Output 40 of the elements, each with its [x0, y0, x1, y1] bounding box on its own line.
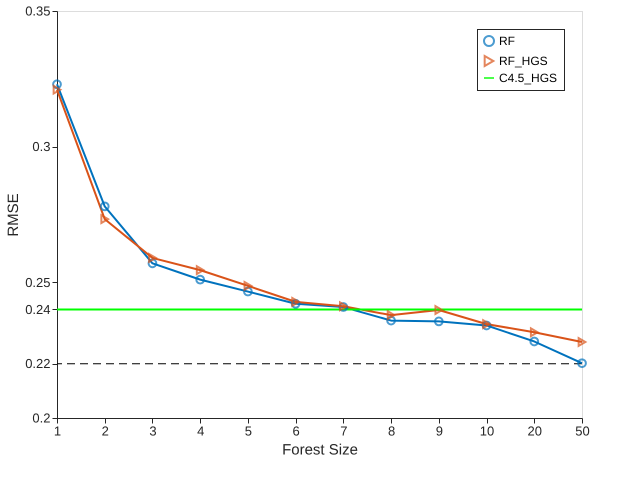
legend-label: C4.5_HGS	[499, 71, 558, 85]
point	[52, 84, 62, 95]
legend-label: RF_HGS	[499, 54, 548, 68]
legend-label: RF	[499, 34, 515, 48]
y-tick-label: 0.25	[25, 274, 50, 290]
x-tick-label: 50	[575, 424, 590, 438]
x-tick-label: 7	[340, 424, 348, 438]
y-tick-label: 0.24	[25, 302, 50, 317]
x-tick-label: 10	[480, 424, 494, 438]
point	[530, 327, 539, 338]
point	[100, 201, 110, 212]
point	[386, 310, 396, 320]
point	[148, 253, 157, 263]
point	[386, 316, 396, 326]
point	[578, 337, 586, 347]
point	[100, 214, 110, 224]
x-tick-label: 2	[102, 424, 109, 438]
y-tick-label: 0.2	[32, 410, 50, 426]
point	[290, 298, 301, 309]
x-tick-label: 9	[436, 424, 443, 438]
x-axis-title: Forest Size	[282, 442, 358, 458]
x-tick-label: 8	[388, 424, 396, 438]
point	[148, 258, 158, 268]
y-tick-label: 0.3	[32, 139, 50, 154]
x-tick-label: 20	[528, 424, 542, 438]
y-tick-label: 0.35	[25, 4, 50, 18]
point	[434, 305, 444, 315]
x-tick-label: 5	[244, 424, 252, 438]
y-tick-label: 0.22	[25, 356, 50, 372]
point	[244, 280, 252, 291]
x-tick-label: 3	[149, 424, 157, 438]
y-axis-title: RMSE	[5, 193, 22, 237]
point	[529, 336, 540, 346]
x-tick-label: 6	[292, 424, 300, 438]
x-tick-label: 4	[197, 424, 204, 438]
point	[195, 274, 206, 284]
point	[243, 286, 253, 296]
x-tick-label: 1	[54, 424, 62, 438]
point	[196, 265, 205, 275]
point	[434, 316, 444, 326]
